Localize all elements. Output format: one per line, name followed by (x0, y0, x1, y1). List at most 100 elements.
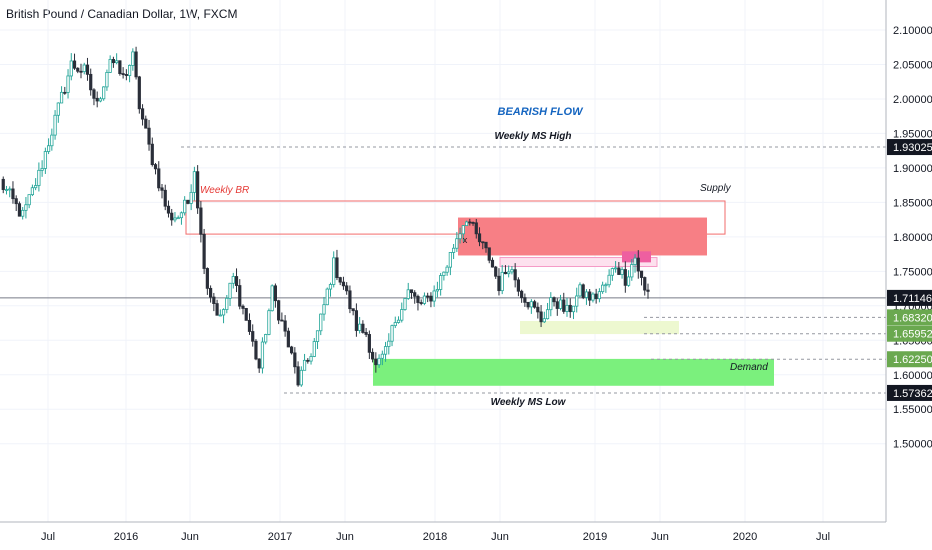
candle-body (646, 289, 650, 292)
candle-body (471, 222, 475, 224)
candle-body (85, 64, 90, 75)
candle-body (461, 225, 465, 235)
candle-body (393, 322, 397, 327)
grid (0, 0, 886, 522)
candle-body (422, 295, 427, 304)
zone-fill-red[interactable] (458, 217, 707, 256)
price-axis[interactable]: 2.10000 2.05000 2.00000 1.95000 1.90000 1.850… (885, 0, 932, 550)
candle-body (604, 284, 608, 287)
candle-body (8, 188, 12, 191)
candle-body (251, 331, 255, 342)
candle-body (131, 51, 135, 66)
candle-body (630, 264, 634, 278)
candle-body (455, 238, 459, 249)
candle-body (432, 290, 436, 302)
candle-body (312, 341, 316, 357)
price-tag-support (887, 325, 932, 342)
candle-body (565, 304, 569, 312)
candle-body (225, 297, 229, 310)
zone-fill-green[interactable] (373, 358, 774, 386)
x-tick-label: Jul (41, 531, 55, 543)
candle-body (102, 86, 106, 100)
candle-body (56, 102, 60, 116)
zone-outline-red[interactable] (185, 200, 726, 235)
price-tag-support (887, 351, 932, 368)
candle-body (322, 304, 326, 315)
candle-body (309, 356, 313, 362)
x-tick-label: 2016 (114, 531, 138, 543)
candle-body (490, 259, 495, 268)
candle-body (247, 319, 252, 332)
x-tick-label: 2018 (423, 531, 447, 543)
candle-body (202, 233, 206, 269)
candle-body (464, 221, 469, 227)
candle-body (196, 171, 200, 209)
candle-body (17, 203, 22, 217)
candle-body (89, 73, 93, 91)
candle-body (137, 76, 141, 110)
candle-body (328, 284, 333, 290)
candle-body (4, 189, 9, 191)
zone-label-demand: Demand (730, 362, 768, 373)
candle-body (59, 91, 64, 104)
zone-fill-lime-light[interactable] (520, 320, 679, 335)
candle-body (364, 332, 368, 335)
candle-body (406, 289, 410, 299)
candle-body (254, 340, 258, 360)
candle-body (234, 276, 239, 286)
y-tick-label: 1.85000 (893, 197, 932, 209)
candle-body (448, 252, 452, 268)
candle-body (520, 290, 524, 299)
candle-body (348, 290, 352, 310)
candle-body (555, 301, 559, 309)
candle-body (370, 351, 375, 360)
candle-body (63, 91, 67, 94)
zone-fill-pink-light[interactable] (499, 257, 658, 267)
candle-body (374, 358, 378, 366)
candle-body (127, 65, 132, 76)
candle-body (183, 199, 187, 214)
candle-body (286, 330, 290, 348)
candle-body (302, 359, 307, 371)
y-tick-label: 1.50000 (893, 439, 932, 451)
candle-body (166, 205, 171, 214)
candle-body (280, 319, 284, 322)
y-tick-label: 1.90000 (893, 163, 932, 175)
price-tag-label: 1.62250 (893, 354, 932, 366)
candle-body (643, 277, 647, 291)
candle-body (34, 185, 38, 189)
candle-body (468, 221, 472, 224)
candle-body (442, 271, 446, 276)
candle-body (338, 277, 342, 283)
candle-body (539, 311, 543, 323)
candle-body (150, 143, 154, 166)
candle-body (413, 292, 417, 297)
x-tick-label: 2019 (583, 531, 607, 543)
candle-body (66, 75, 70, 93)
candle-body (562, 299, 566, 312)
candle-body (367, 334, 371, 353)
price-tag-label: 1.71146 (893, 293, 932, 305)
candle-body (387, 340, 391, 347)
candle-body (523, 297, 527, 303)
candle-body (215, 303, 219, 316)
time-axis[interactable]: Jul 2016 Jun 2017 Jun 2018 Jun 2019 Jun 2020 Jul (0, 521, 886, 543)
candle-body (581, 284, 585, 298)
candle-body (558, 299, 563, 309)
candle-body (445, 266, 449, 273)
price-tag-label: 1.68320 (893, 312, 932, 324)
candle-body (50, 134, 54, 147)
annotation-x-marker: x (463, 235, 468, 245)
chart-title: British Pound / Canadian Dollar, 1W, FXC… (6, 7, 238, 21)
candle-body (594, 293, 598, 300)
candle-body (40, 168, 44, 171)
candle-body (108, 59, 112, 73)
candle-body (591, 293, 595, 301)
candle-body (92, 89, 96, 99)
candle-body (264, 334, 268, 343)
candle-body (510, 269, 514, 273)
y-tick-label: 1.75000 (893, 266, 932, 278)
candle-body (529, 301, 533, 308)
zone-fill-magenta[interactable] (622, 251, 651, 263)
